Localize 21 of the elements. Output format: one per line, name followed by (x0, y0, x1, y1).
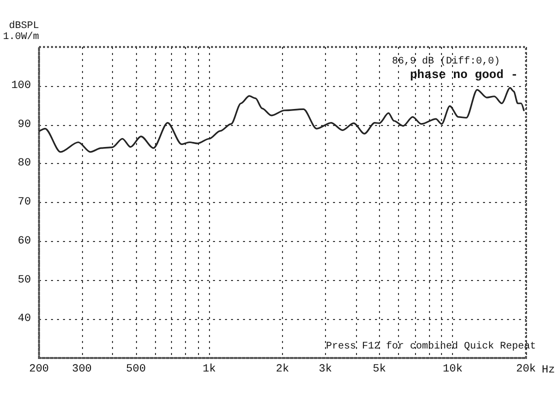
annotation: 86,9 dB (Diff:0,0) (392, 56, 500, 68)
y-tick-label: 60 (18, 235, 32, 248)
y-axis-title: dBSPL 1.0W/m (2, 20, 40, 43)
y-tick-label: 80 (18, 158, 32, 170)
x-tick-label: 500 (126, 364, 146, 376)
x-tick-label: 300 (72, 364, 92, 376)
annotation: phase no good - (410, 68, 518, 82)
x-tick-label: 20k (516, 364, 536, 376)
y-tick-label: 50 (18, 274, 32, 286)
y-tick-label: 70 (18, 196, 32, 208)
y-tick-label: 100 (11, 80, 32, 92)
x-tick-label: 10k (442, 364, 463, 376)
x-tick-label: 200 (29, 364, 49, 376)
x-tick-label: 3k (318, 364, 332, 376)
x-tick-label: 1k (202, 364, 216, 376)
x-tick-label: 5k (372, 364, 386, 376)
x-axis-title: Hz (542, 364, 555, 376)
y-tick-label: 90 (18, 118, 32, 131)
x-tick-label: 2k (276, 364, 290, 376)
annotation: Press F12 for combined Quick Repeat (326, 340, 536, 352)
y-tick-label: 40 (18, 313, 32, 326)
